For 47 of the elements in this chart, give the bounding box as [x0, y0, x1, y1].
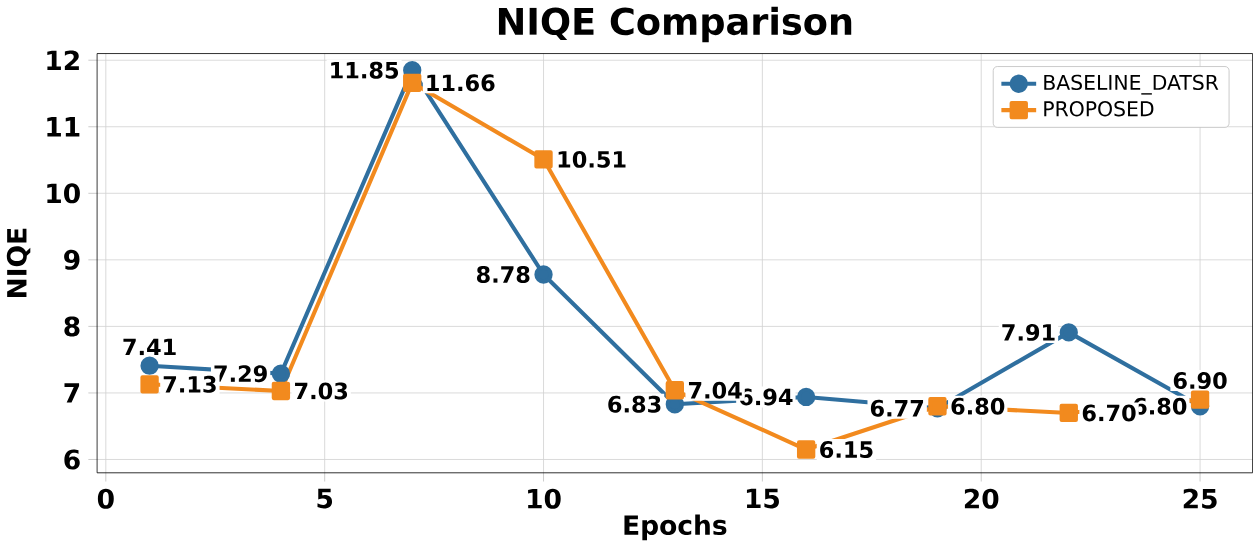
y-tick-label: 6 [64, 449, 80, 470]
x-axis-title: Epochs [624, 514, 727, 541]
point [534, 265, 553, 284]
data-label: 10.51 [558, 150, 626, 168]
y-tick-label: 12 [47, 50, 79, 71]
point [140, 375, 159, 394]
data-label: 11.85 [331, 61, 399, 79]
data-label: 7.29 [214, 365, 267, 383]
chart-title: NIQE Comparison [498, 6, 852, 43]
data-label: 6.77 [870, 399, 924, 417]
data-label: 6.70 [1082, 404, 1136, 422]
point [534, 150, 553, 169]
data-label: 7.13 [163, 375, 216, 393]
x-tick-label: 0 [97, 488, 114, 509]
data-label: 7.03 [295, 382, 348, 400]
data-label: 6.15 [820, 441, 873, 458]
legend-label: PROPOSED [1044, 100, 1154, 117]
data-label: 11.66 [427, 74, 495, 92]
point [140, 356, 159, 375]
y-tick-label: 9 [64, 249, 80, 270]
point [1190, 390, 1210, 409]
y-tick-label: 11 [47, 117, 80, 137]
point [1059, 403, 1078, 423]
y-tick-label: 10 [47, 183, 80, 204]
data-label: 6.90 [1173, 372, 1227, 390]
data-label: 8.78 [476, 266, 530, 283]
data-label: 6.80 [951, 397, 1005, 415]
y-tick-label: 8 [64, 316, 80, 337]
point [796, 440, 816, 459]
y-tick-label: 7 [64, 383, 80, 403]
x-tick-label: 20 [964, 488, 999, 509]
point [271, 364, 291, 383]
data-label: 7.91 [1002, 323, 1055, 341]
legend-label: BASELINE_DATSR [1044, 74, 1219, 95]
point [665, 381, 684, 400]
point [271, 381, 291, 401]
y-axis-title: NIQE [6, 228, 31, 298]
data-label: 6.83 [608, 395, 661, 413]
data-label: 7.41 [123, 338, 176, 356]
x-tick-label: 10 [528, 488, 561, 509]
x-tick-label: 15 [746, 488, 779, 509]
data-label: 7.04 [688, 381, 742, 399]
point [796, 387, 816, 407]
point [1059, 323, 1078, 342]
x-tick-label: 25 [1183, 488, 1217, 509]
point [403, 73, 422, 92]
x-tick-label: 5 [317, 488, 333, 509]
